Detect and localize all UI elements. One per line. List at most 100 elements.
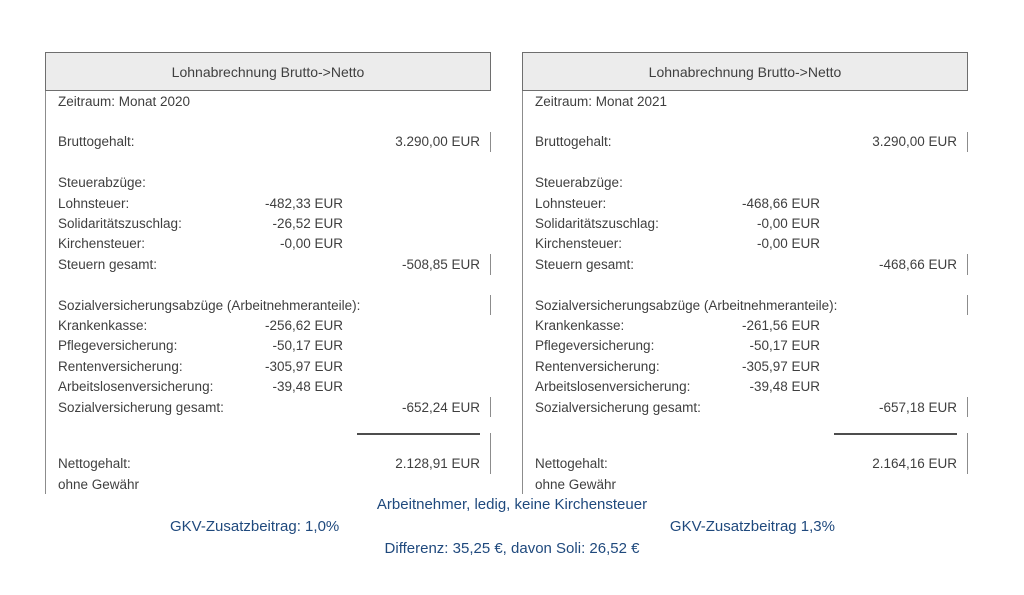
- payroll-row: Rentenversicherung: -305,97 EUR: [523, 356, 968, 376]
- row-label: Steuerabzüge:: [535, 175, 623, 191]
- sum-rule-row: [523, 433, 968, 454]
- row-total: 2.128,91 EUR: [395, 456, 480, 472]
- payroll-row: Arbeitslosenversicherung: -39,48 EUR: [46, 376, 491, 396]
- row-label: Sozialversicherungsabzüge (Arbeitnehmera…: [58, 297, 361, 313]
- payroll-row: Krankenkasse: -261,56 EUR: [523, 315, 968, 335]
- row-label: Kirchensteuer:: [535, 236, 623, 252]
- row-label: Steuern gesamt:: [535, 256, 635, 272]
- row-total: -468,66 EUR: [878, 256, 957, 272]
- row-label: Steuern gesamt:: [58, 256, 158, 272]
- row-total: 3.290,00 EUR: [395, 134, 480, 150]
- row-label: Sozialversicherung gesamt:: [535, 399, 701, 415]
- payroll-row: ohne Gewähr: [46, 474, 491, 494]
- row-label: Sozialversicherungsabzüge (Arbeitnehmera…: [535, 297, 838, 313]
- row-amount: -39,48 EUR: [272, 379, 343, 395]
- row-amount: -305,97 EUR: [741, 358, 820, 374]
- payroll-row: Pflegeversicherung: -50,17 EUR: [523, 336, 968, 356]
- row-label: Nettogehalt:: [535, 456, 608, 472]
- payroll-row: Bruttogehalt: 3.290,00 EUR: [46, 131, 491, 153]
- panel-title: Lohnabrechnung Brutto->Netto: [648, 63, 842, 80]
- row-label: Krankenkasse:: [535, 317, 625, 333]
- note-employee-status: Arbeitnehmer, ledig, keine Kirchensteuer: [376, 496, 648, 513]
- row-label: Kirchensteuer:: [58, 236, 146, 252]
- row-label: Pflegeversicherung:: [58, 338, 178, 354]
- row-total: -508,85 EUR: [401, 256, 480, 272]
- payroll-row: Lohnsteuer: -482,33 EUR: [46, 193, 491, 213]
- row-amount: -256,62 EUR: [264, 317, 343, 333]
- row-amount: -26,52 EUR: [272, 216, 343, 232]
- spacer-row: [46, 275, 491, 295]
- payroll-row: Pflegeversicherung: -50,17 EUR: [46, 336, 491, 356]
- note-gkv-2021: GKV-Zusatzbeitrag 1,3%: [669, 518, 835, 535]
- row-label: Bruttogehalt:: [58, 134, 135, 150]
- row-label: Bruttogehalt:: [535, 134, 612, 150]
- row-label: Lohnsteuer:: [58, 195, 130, 211]
- payroll-row: Steuern gesamt: -468,66 EUR: [523, 254, 968, 275]
- payroll-row: Nettogehalt: 2.128,91 EUR: [46, 453, 491, 475]
- panel-body: Zeitraum: Monat 2021 Bruttogehalt: 3.290,…: [522, 91, 968, 495]
- note-difference: Differenz: 35,25 €, davon Soli: 26,52 €: [384, 540, 640, 557]
- panel-title: Lohnabrechnung Brutto->Netto: [171, 63, 365, 80]
- payroll-row: Bruttogehalt: 3.290,00 EUR: [523, 131, 968, 153]
- payroll-row: Nettogehalt: 2.164,16 EUR: [523, 453, 968, 475]
- row-label: Pflegeversicherung:: [535, 338, 655, 354]
- sum-rule: [357, 433, 480, 436]
- row-total: 3.290,00 EUR: [872, 134, 957, 150]
- period-row: Zeitraum: Monat 2021: [523, 91, 968, 111]
- payroll-row: Steuern gesamt: -508,85 EUR: [46, 254, 491, 275]
- panel-header: Lohnabrechnung Brutto->Netto: [45, 52, 491, 91]
- sum-rule-row: [46, 433, 491, 454]
- notes: Arbeitnehmer, ledig, keine Kirchensteuer…: [0, 494, 1024, 560]
- note-gkv-2020: GKV-Zusatzbeitrag: 1,0%: [170, 518, 340, 535]
- period-label: Zeitraum: Monat 2021: [535, 93, 668, 109]
- row-amount: -39,48 EUR: [749, 379, 820, 395]
- payroll-row: Solidaritätszuschlag: -26,52 EUR: [46, 213, 491, 233]
- sum-rule: [834, 433, 957, 436]
- payroll-row: Kirchensteuer: -0,00 EUR: [523, 234, 968, 254]
- row-total: -652,24 EUR: [401, 399, 480, 415]
- row-amount: -468,66 EUR: [741, 195, 820, 211]
- row-label: Sozialversicherung gesamt:: [58, 399, 224, 415]
- spacer-row: [46, 111, 491, 131]
- payroll-panel-left: Lohnabrechnung Brutto->Netto Zeitraum: M…: [45, 52, 491, 495]
- row-label: ohne Gewähr: [535, 476, 617, 492]
- payroll-row: Sozialversicherung gesamt: -652,24 EUR: [46, 396, 491, 418]
- row-label: Solidaritätszuschlag:: [58, 216, 182, 232]
- payroll-row: Arbeitslosenversicherung: -39,48 EUR: [523, 376, 968, 396]
- panel-body: Zeitraum: Monat 2020 Bruttogehalt: 3.290,…: [45, 91, 491, 495]
- payroll-panel-right: Lohnabrechnung Brutto->Netto Zeitraum: M…: [522, 52, 968, 495]
- payroll-row: Rentenversicherung: -305,97 EUR: [46, 356, 491, 376]
- row-label: Solidaritätszuschlag:: [535, 216, 659, 232]
- row-total: 2.164,16 EUR: [872, 456, 957, 472]
- spacer-row: [46, 152, 491, 172]
- payroll-row: Kirchensteuer: -0,00 EUR: [46, 234, 491, 254]
- row-label: Steuerabzüge:: [58, 175, 146, 191]
- row-amount: -0,00 EUR: [756, 236, 820, 252]
- spacer-row: [523, 152, 968, 172]
- panels-container: Lohnabrechnung Brutto->Netto Zeitraum: M…: [45, 52, 968, 495]
- row-amount: -0,00 EUR: [279, 236, 343, 252]
- payroll-row: Sozialversicherungsabzüge (Arbeitnehmera…: [523, 294, 968, 316]
- payroll-row: Lohnsteuer: -468,66 EUR: [523, 193, 968, 213]
- payroll-row: Sozialversicherungsabzüge (Arbeitnehmera…: [46, 294, 491, 316]
- payroll-row: Solidaritätszuschlag: -0,00 EUR: [523, 213, 968, 233]
- row-label: Krankenkasse:: [58, 317, 148, 333]
- payroll-row: ohne Gewähr: [523, 474, 968, 494]
- payroll-row: Krankenkasse: -256,62 EUR: [46, 315, 491, 335]
- row-amount: -261,56 EUR: [741, 317, 820, 333]
- payroll-row: Steuerabzüge:: [46, 173, 491, 193]
- payroll-row: Steuerabzüge:: [523, 173, 968, 193]
- row-label: Lohnsteuer:: [535, 195, 607, 211]
- row-label: ohne Gewähr: [58, 476, 140, 492]
- rows-container: Bruttogehalt: 3.290,00 EUR Steuerabzüge: Lo…: [523, 111, 968, 494]
- row-label: Rentenversicherung:: [535, 358, 660, 374]
- row-label: Rentenversicherung:: [58, 358, 183, 374]
- row-amount: -482,33 EUR: [264, 195, 343, 211]
- row-amount: -305,97 EUR: [264, 358, 343, 374]
- note-gkv-line: GKV-Zusatzbeitrag: 1,0% GKV-Zusatzbeitra…: [0, 516, 1024, 538]
- row-label: Arbeitslosenversicherung:: [535, 379, 691, 395]
- period-label: Zeitraum: Monat 2020: [58, 93, 191, 109]
- spacer-row: [523, 275, 968, 295]
- row-total: -657,18 EUR: [878, 399, 957, 415]
